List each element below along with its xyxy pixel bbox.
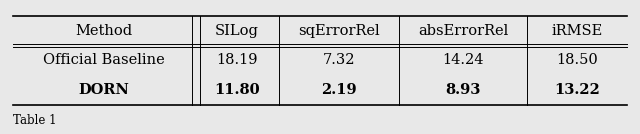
- Text: 2.19: 2.19: [321, 83, 356, 97]
- Text: sqErrorRel: sqErrorRel: [298, 24, 380, 38]
- Text: 13.22: 13.22: [554, 83, 600, 97]
- Text: DORN: DORN: [79, 83, 130, 97]
- Text: Official Baseline: Official Baseline: [44, 53, 165, 67]
- Text: 18.50: 18.50: [556, 53, 598, 67]
- Text: 7.32: 7.32: [323, 53, 355, 67]
- Text: 18.19: 18.19: [216, 53, 258, 67]
- Text: Table 1: Table 1: [13, 114, 56, 127]
- Text: 11.80: 11.80: [214, 83, 260, 97]
- Text: 14.24: 14.24: [442, 53, 484, 67]
- Text: SILog: SILog: [215, 24, 259, 38]
- Text: iRMSE: iRMSE: [552, 24, 603, 38]
- Text: 8.93: 8.93: [445, 83, 481, 97]
- Text: absErrorRel: absErrorRel: [418, 24, 508, 38]
- Text: Method: Method: [76, 24, 133, 38]
